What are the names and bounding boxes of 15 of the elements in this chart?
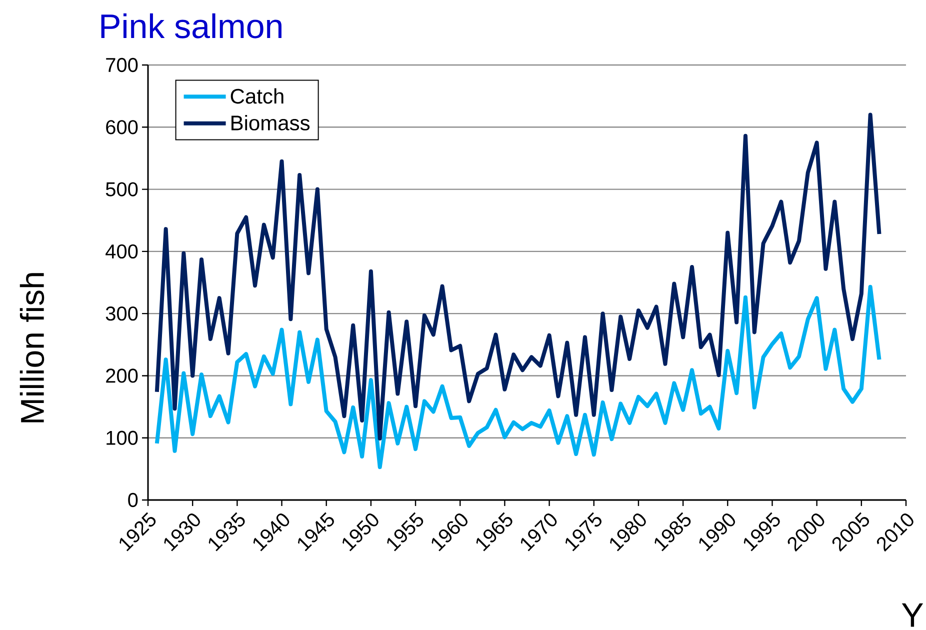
y-tick-label: 500 — [106, 182, 138, 196]
y-tick-label: 0 — [128, 492, 138, 508]
x-axis-title: Y — [902, 603, 924, 627]
line-series — [154, 284, 882, 470]
y-tick-label: 300 — [106, 306, 138, 321]
y-tick-label: 400 — [106, 244, 138, 259]
y-tick-label: 200 — [106, 368, 138, 383]
y-axis-title: Million fish — [20, 273, 44, 422]
legend-label: Catch — [230, 88, 284, 104]
y-tick-label: 600 — [106, 120, 138, 134]
y-tick-label: 100 — [106, 430, 138, 445]
chart-title: Pink salmon — [101, 13, 282, 38]
line-series — [154, 112, 882, 440]
y-tick-label: 700 — [106, 58, 138, 72]
legend-label: Biomass — [232, 115, 310, 130]
